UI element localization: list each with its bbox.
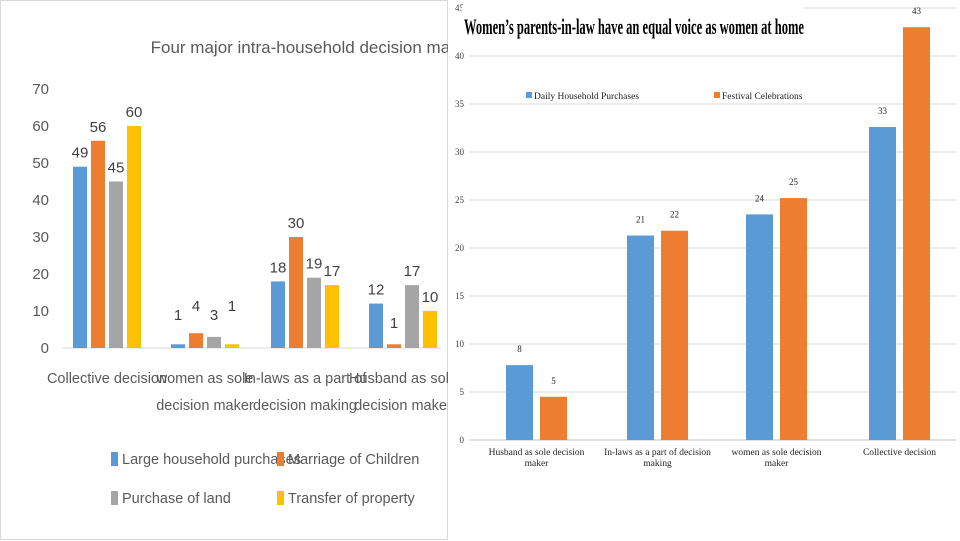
- y-tick-label: 30: [32, 229, 49, 246]
- y-tick-label: 0: [41, 340, 49, 357]
- y-tick-label: 10: [455, 339, 465, 349]
- y-tick-label: 20: [455, 243, 465, 253]
- legend-swatch: [277, 452, 284, 466]
- data-label: 5: [551, 376, 556, 386]
- left-chart-svg: Four major intra-household decision maki…: [32, 38, 449, 507]
- bar-daily-household-purchases: [506, 365, 533, 440]
- data-label: 49: [72, 145, 89, 162]
- x-tick-label: women as sole decision maker: [732, 448, 822, 469]
- y-tick-label: 20: [32, 266, 49, 283]
- data-label: 25: [789, 177, 799, 187]
- data-label: 45: [108, 160, 125, 177]
- x-tick-label: women as sole decision maker: [156, 371, 254, 414]
- bar-marriage-of-children: [91, 140, 105, 348]
- data-label: 17: [404, 263, 421, 280]
- legend-label: Festival Celebrations: [722, 92, 803, 102]
- data-label: 24: [755, 193, 765, 203]
- bar-large-household-purchases: [271, 281, 285, 348]
- data-label: 1: [228, 298, 236, 315]
- bar-large-household-purchases: [73, 166, 87, 348]
- x-tick-label: Collective decision: [863, 448, 936, 458]
- data-label: 18: [270, 259, 287, 276]
- bar-transfer-of-property: [423, 311, 437, 348]
- x-tick-label: Collective decision: [47, 371, 167, 387]
- bar-festival-celebrations: [661, 230, 688, 440]
- legend-label: Transfer of property: [288, 491, 416, 507]
- data-label: 22: [670, 210, 679, 220]
- data-label: 1: [390, 315, 398, 332]
- data-label: 10: [422, 289, 439, 306]
- legend-swatch: [714, 92, 720, 98]
- legend-swatch: [111, 452, 118, 466]
- bar-transfer-of-property: [127, 126, 141, 348]
- bar-daily-household-purchases: [627, 235, 654, 440]
- data-label: 1: [174, 307, 182, 324]
- chart-title: Four major intra-household decision maki…: [151, 38, 449, 57]
- bar-purchase-of-land: [207, 336, 221, 348]
- y-tick-label: 5: [460, 387, 465, 397]
- y-tick-label: 40: [455, 51, 465, 61]
- bar-festival-celebrations: [540, 396, 567, 440]
- legend-label: Large household purchases: [122, 452, 301, 468]
- data-label: 33: [878, 106, 888, 116]
- bar-marriage-of-children: [289, 237, 303, 348]
- bar-purchase-of-land: [307, 277, 321, 348]
- y-tick-label: 35: [455, 99, 465, 109]
- data-label: 21: [636, 215, 645, 225]
- bar-festival-celebrations: [780, 198, 807, 440]
- y-tick-label: 45: [455, 3, 465, 13]
- bar-purchase-of-land: [405, 285, 419, 348]
- bar-marriage-of-children: [189, 333, 203, 348]
- bar-marriage-of-children: [387, 344, 401, 348]
- bar-purchase-of-land: [109, 181, 123, 348]
- bar-large-household-purchases: [369, 303, 383, 348]
- legend-swatch: [526, 92, 532, 98]
- data-label: 17: [324, 263, 341, 280]
- legend-label: Daily Household Purchases: [534, 92, 639, 102]
- data-label: 19: [306, 256, 323, 273]
- data-label: 8: [517, 344, 522, 354]
- data-label: 30: [288, 215, 305, 232]
- y-tick-label: 30: [455, 147, 465, 157]
- bar-large-household-purchases: [171, 344, 185, 348]
- bar-transfer-of-property: [325, 285, 339, 348]
- x-tick-label: In-laws as a part of decision making: [244, 371, 367, 414]
- data-label: 60: [126, 104, 143, 121]
- legend-swatch: [277, 491, 284, 505]
- y-tick-label: 15: [455, 291, 465, 301]
- data-label: 4: [192, 298, 200, 315]
- data-label: 12: [368, 282, 385, 299]
- y-tick-label: 25: [455, 195, 465, 205]
- y-tick-label: 60: [32, 118, 49, 135]
- title-backdrop: [462, 5, 804, 43]
- y-tick-label: 0: [460, 435, 465, 445]
- bar-daily-household-purchases: [869, 127, 896, 440]
- bar-festival-celebrations: [903, 27, 930, 440]
- chart-title: Women’s parents-in-law have an equal voi…: [464, 14, 804, 39]
- bar-transfer-of-property: [225, 344, 239, 348]
- legend-label: Purchase of land: [122, 491, 231, 507]
- legend-swatch: [111, 491, 118, 505]
- bar-daily-household-purchases: [746, 214, 773, 440]
- x-tick-label: In-laws as a part of decision making: [604, 447, 711, 469]
- x-tick-label: Husband as sole decision maker: [489, 448, 585, 469]
- y-tick-label: 70: [32, 81, 49, 98]
- y-tick-label: 50: [32, 155, 49, 172]
- data-label: 56: [90, 119, 107, 136]
- x-tick-label: Husband as sole decision maker: [349, 371, 449, 414]
- left-chart-panel: Four major intra-household decision maki…: [0, 0, 449, 540]
- legend-label: Marriage of Children: [288, 452, 419, 468]
- y-tick-label: 10: [32, 303, 49, 320]
- right-chart-panel: 0 5 10 15 20 25 30 35 40 45 Women’s parents-in-law…: [448, 0, 960, 540]
- data-label: 43: [912, 6, 922, 16]
- data-label: 3: [210, 307, 218, 324]
- y-tick-label: 40: [32, 192, 49, 209]
